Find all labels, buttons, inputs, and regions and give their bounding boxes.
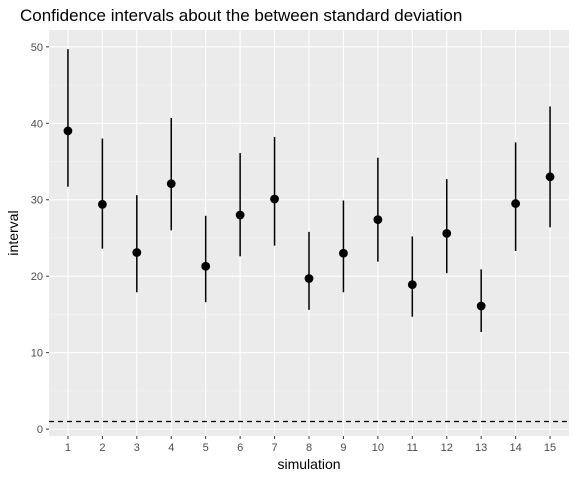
x-tick-label: 9 xyxy=(340,442,346,454)
x-tick-label: 4 xyxy=(168,442,174,454)
x-tick-label: 7 xyxy=(272,442,278,454)
data-point xyxy=(339,248,348,258)
x-tick-label: 11 xyxy=(407,442,418,454)
y-tick-label: 0 xyxy=(37,424,43,436)
data-point xyxy=(407,280,417,290)
x-axis-label: simulation xyxy=(277,456,340,472)
data-point xyxy=(166,179,176,189)
data-point xyxy=(545,172,555,182)
data-point xyxy=(511,199,521,208)
y-tick-label: 40 xyxy=(31,118,43,130)
data-point xyxy=(476,301,486,311)
x-tick-label: 15 xyxy=(544,442,556,454)
y-tick-label: 50 xyxy=(31,42,43,54)
data-point xyxy=(132,248,142,257)
x-tick-label: 8 xyxy=(306,442,312,454)
data-point xyxy=(373,215,383,225)
data-point xyxy=(63,126,73,136)
data-point xyxy=(270,194,279,204)
data-point xyxy=(442,228,452,238)
data-point xyxy=(201,261,211,271)
y-tick-label: 30 xyxy=(31,195,43,207)
x-tick-label: 10 xyxy=(372,442,384,454)
x-tick-label: 1 xyxy=(65,442,71,454)
y-tick-label: 20 xyxy=(31,271,43,283)
x-tick-label: 2 xyxy=(99,442,105,454)
x-tick-label: 12 xyxy=(441,442,453,454)
data-point xyxy=(97,199,107,209)
x-tick-label: 6 xyxy=(237,442,243,454)
x-tick-label: 13 xyxy=(475,442,487,454)
data-point xyxy=(304,274,314,283)
y-tick-label: 10 xyxy=(31,348,43,360)
x-tick-label: 14 xyxy=(509,442,521,454)
x-tick-label: 5 xyxy=(203,442,209,454)
data-point xyxy=(235,210,245,220)
x-tick-label: 3 xyxy=(134,442,140,454)
chart-title: Confidence intervals about the between s… xyxy=(20,6,462,25)
y-axis-label: interval xyxy=(5,210,21,255)
